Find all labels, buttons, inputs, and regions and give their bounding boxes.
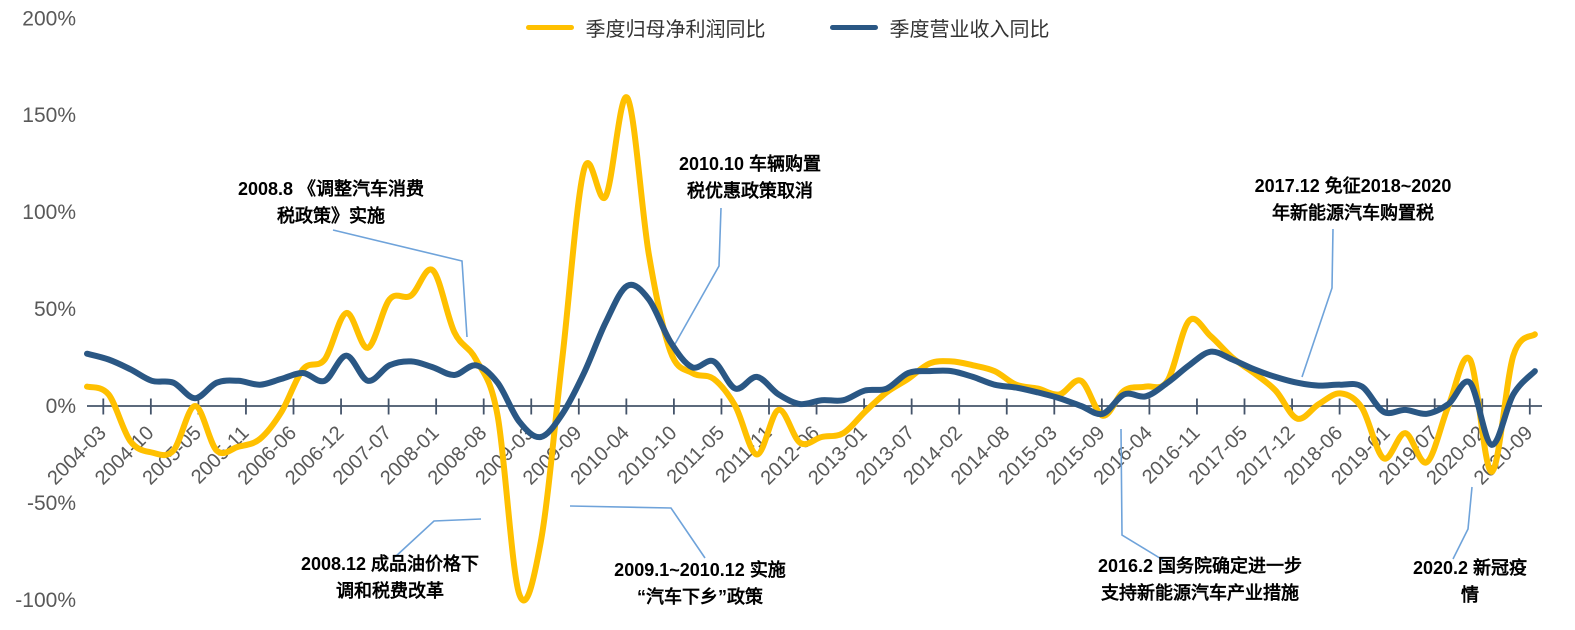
legend-swatch-icon [525,25,574,30]
callout-line-covid-2020 [1452,486,1473,560]
legend-swatch-icon [829,25,878,30]
y-axis-tick-label: 100% [22,201,76,224]
profit-series-line [84,94,1538,604]
legend-item[interactable]: 季度营业收入同比 [829,13,1050,42]
legend-label: 季度归母净利润同比 [585,19,766,41]
callout-line-fuel-price-2008 [394,518,482,558]
chart-legend: 季度归母净利润同比 季度营业收入同比 [0,13,1575,42]
callout-line-nev-support-2016 [1120,428,1164,561]
y-axis-tick-label: 0% [46,395,76,418]
y-axis-tick-label: 150% [22,104,76,127]
legend-label: 季度营业收入同比 [889,19,1050,41]
callout-line-consumption-tax-2008 [332,229,468,338]
y-axis-tick-label: 50% [34,298,76,321]
y-axis-tick-label: 200% [22,7,76,30]
y-axis-tick-label: -50% [27,492,76,515]
callout-line-purchase-tax-cancel-2010 [674,207,722,345]
y-axis-tick-label: -100% [15,589,76,612]
legend-item[interactable]: 季度归母净利润同比 [525,13,766,42]
revenue-series-line [84,281,1538,448]
callout-line-nev-tax-exempt-2017 [1301,228,1334,378]
callout-line-cars-countryside-2009 [569,505,706,559]
